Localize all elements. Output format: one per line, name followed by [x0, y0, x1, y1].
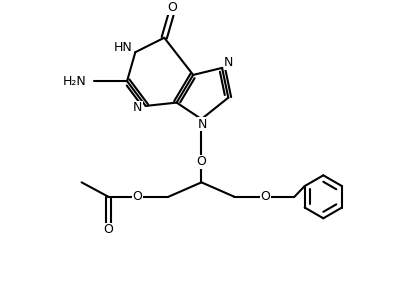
- Text: N: N: [133, 102, 142, 115]
- Text: N: N: [224, 56, 234, 69]
- Text: O: O: [197, 155, 206, 168]
- Text: HN: HN: [113, 41, 132, 54]
- Text: N: N: [197, 118, 207, 130]
- Text: O: O: [167, 2, 177, 14]
- Text: H₂N: H₂N: [63, 75, 87, 87]
- Text: O: O: [132, 190, 142, 203]
- Text: O: O: [103, 223, 114, 236]
- Text: O: O: [260, 190, 270, 203]
